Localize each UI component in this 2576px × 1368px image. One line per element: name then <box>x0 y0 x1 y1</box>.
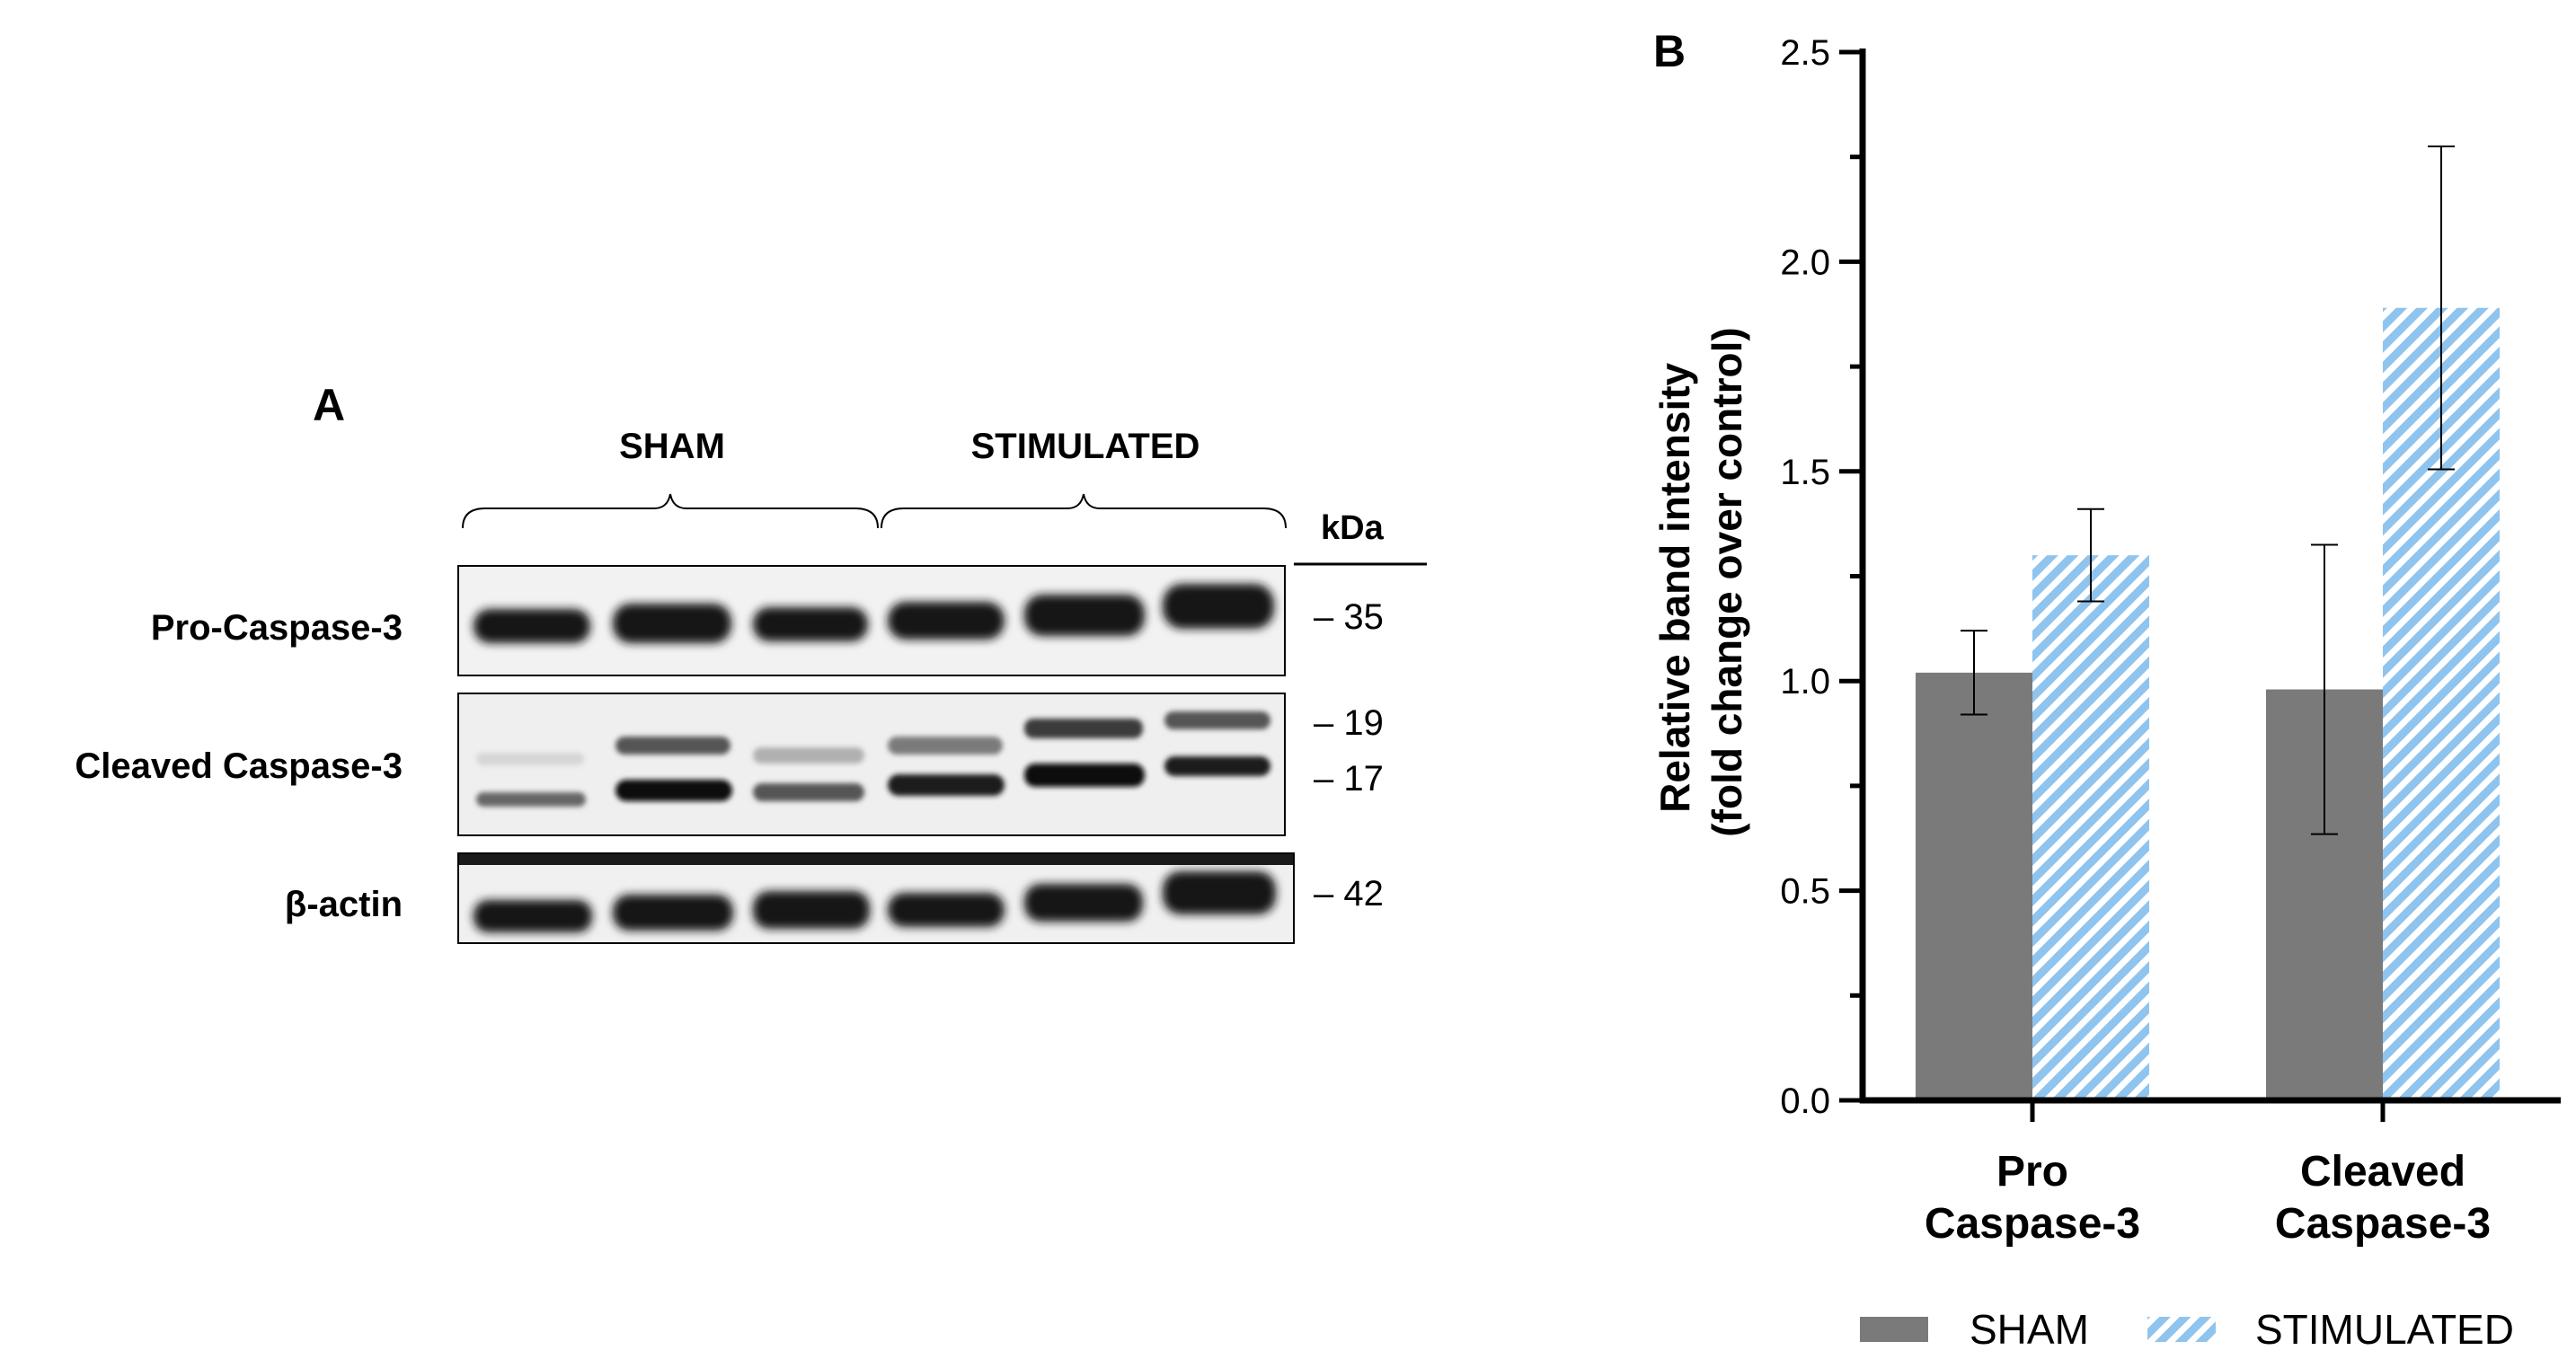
panel-b: B Relative band intensity (fold change o… <box>1651 26 2561 1353</box>
legend-label-stimulated: STIMULATED <box>2255 1306 2514 1353</box>
legend-label-sham: SHAM <box>1970 1306 2089 1353</box>
y-tick-label: 2.5 <box>1780 33 1830 73</box>
marker-35: – 35 <box>1314 597 1384 637</box>
legend: SHAM STIMULATED <box>1860 1306 2514 1353</box>
blot-cleaved-caspase <box>457 693 1286 836</box>
y-tick-label: 1.0 <box>1780 662 1830 702</box>
category-label-2: Cleaved Caspase-3 <box>2275 1148 2491 1248</box>
blot-pro-caspase <box>457 565 1286 676</box>
group-label-sham: SHAM <box>619 427 725 466</box>
category-label-1: Pro Caspase-3 <box>1925 1148 2140 1248</box>
panel-a-letter: A <box>313 380 345 430</box>
unit-kda: kDa <box>1321 509 1385 547</box>
y-axis-title-line-2: (fold change over control) <box>1704 327 1750 836</box>
blot-beta-actin <box>457 852 1295 944</box>
y-tick-label: 0.0 <box>1780 1081 1830 1121</box>
y-axis-title-line-1: Relative band intensity <box>1651 362 1698 812</box>
kda-markers: – 35 – 19 – 17 – 42 <box>1314 597 1384 913</box>
plot-area: Pro Caspase-3 Cleaved Caspase-3 0.0 0.5 1.0 1.5… <box>1780 33 2561 1248</box>
row-label-cleaved-caspase: Cleaved Caspase-3 <box>75 746 403 786</box>
bar-sham-1 <box>1916 672 2032 1100</box>
row-label-beta-actin: β-actin <box>285 885 403 924</box>
row-label-pro-caspase: Pro-Caspase-3 <box>151 608 403 648</box>
y-axis-title: Relative band intensity (fold change ove… <box>1651 327 1750 836</box>
brace-stimulated <box>881 493 1287 529</box>
panel-a: A SHAM STIMULATED kDa Pro-Caspase-3 Clea… <box>75 380 1427 944</box>
y-tick-label: 2.0 <box>1780 243 1830 282</box>
legend-swatch-sham <box>1860 1317 1928 1342</box>
marker-17: – 17 <box>1314 759 1384 799</box>
marker-42: – 42 <box>1314 874 1384 913</box>
marker-19: – 19 <box>1314 703 1384 743</box>
y-tick-label: 1.5 <box>1780 453 1830 492</box>
group-label-stimulated: STIMULATED <box>971 427 1200 466</box>
y-tick-label: 0.5 <box>1780 872 1830 912</box>
bar-stimulated-1 <box>2032 555 2149 1100</box>
brace-sham <box>462 493 879 529</box>
legend-swatch-stimulated <box>2147 1317 2216 1342</box>
panel-b-letter: B <box>1653 26 1686 76</box>
